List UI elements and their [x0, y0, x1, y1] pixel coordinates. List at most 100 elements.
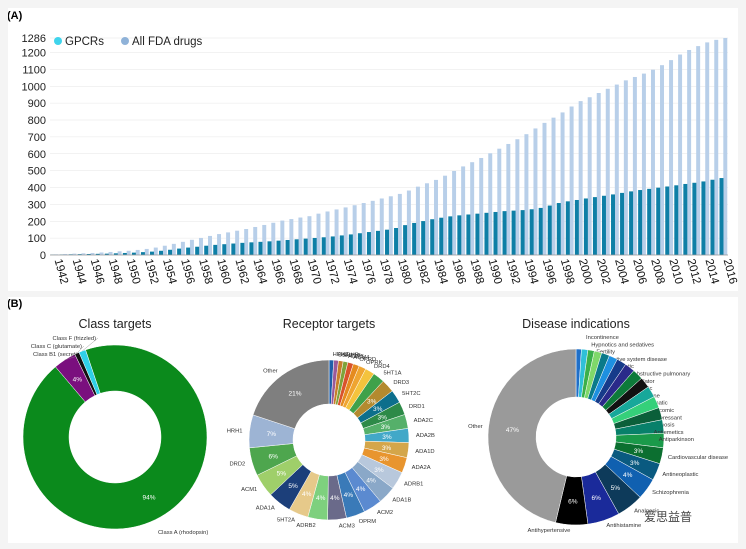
bar-all-fda-drugs: [144, 248, 149, 255]
donut-charts: (B) Class targets 94% Class A (rhodopsin) 4…: [8, 298, 728, 536]
bar-all-fda-drugs: [596, 93, 601, 255]
bar-gpcrs: [375, 230, 380, 255]
bar-all-fda-drugs: [479, 157, 484, 255]
slice-label: Antiparkinson: [659, 437, 694, 443]
slice-percent-label: 7%: [267, 431, 277, 438]
bar-all-fda-drugs: [171, 243, 176, 255]
y-tick-label: 1000: [22, 81, 46, 93]
slice-percent-label: 3%: [382, 434, 392, 441]
leader-line: [82, 337, 99, 352]
x-tick-label: 1994: [522, 258, 540, 286]
bar-gpcrs: [421, 221, 426, 255]
slice-label: ADA1B: [392, 497, 411, 503]
bar-gpcrs: [294, 239, 299, 255]
bar-gpcrs: [466, 214, 471, 255]
slice-label: Antineoplastic: [662, 472, 698, 478]
bar-all-fda-drugs: [660, 65, 664, 255]
bar-gpcrs: [403, 225, 408, 255]
bar-all-fda-drugs: [280, 220, 285, 255]
legend-marker: [54, 37, 62, 45]
donut-title: Class targets: [79, 317, 152, 331]
bar-all-fda-drugs: [117, 251, 122, 255]
slice-percent-label: 4%: [316, 495, 326, 502]
x-tick-label: 1986: [449, 258, 467, 286]
slice-label: OPRD: [359, 357, 376, 363]
class-targets-donut: Class targets 94% Class A (rhodopsin) 4% Cla…: [22, 317, 208, 536]
bar-all-fda-drugs: [244, 229, 249, 255]
bar-gpcrs: [439, 217, 444, 255]
slice-label: Class C (glutamate): [31, 344, 82, 350]
bar-all-fda-drugs: [714, 39, 719, 256]
slice-percent-label: 94%: [142, 495, 155, 502]
bar-all-fda-drugs: [307, 216, 312, 255]
bar-gpcrs: [701, 181, 706, 255]
bar-all-fda-drugs: [316, 213, 321, 255]
slice-percent-label: 3%: [378, 414, 388, 421]
slice-label: Antidepressant: [643, 415, 682, 421]
bar-all-fda-drugs: [262, 224, 267, 255]
bar-all-fda-drugs: [497, 148, 502, 255]
slice-label: Antihistamine: [606, 523, 641, 529]
bar-gpcrs: [457, 215, 462, 255]
y-tick-label: 700: [28, 132, 46, 144]
slice-percent-label: 3%: [379, 456, 389, 463]
y-tick-label: 600: [28, 149, 46, 161]
bar-gpcrs: [231, 243, 236, 255]
slice-label: Other: [468, 424, 483, 430]
bar-gpcrs: [240, 242, 245, 255]
slice-label: ADA2A: [412, 465, 431, 471]
bar-all-fda-drugs: [650, 69, 655, 255]
bar-gpcrs: [520, 210, 525, 255]
bar-all-fda-drugs: [461, 166, 466, 255]
y-tick-label: 900: [28, 98, 46, 110]
bar-all-fda-drugs: [614, 84, 619, 255]
bar-gpcrs: [484, 212, 489, 255]
bar-gpcrs: [529, 209, 534, 255]
x-tick-label: 1996: [540, 258, 558, 286]
watermark-text: 爱思益普: [644, 510, 692, 524]
bar-gpcrs: [385, 229, 389, 255]
x-tick-label: 2006: [630, 258, 648, 286]
x-tick-label: 1960: [214, 258, 232, 286]
bar-all-fda-drugs: [723, 38, 728, 255]
slice-label: ADRB2: [296, 523, 315, 529]
x-tick-label: 1952: [142, 258, 160, 286]
bar-gpcrs: [692, 182, 697, 255]
slice-percent-label: 3%: [630, 460, 640, 467]
bar-gpcrs: [258, 241, 263, 255]
slice-percent-label: 5%: [288, 483, 298, 490]
bar-gpcrs: [601, 195, 606, 255]
bar-gpcrs: [611, 194, 615, 255]
y-tick-label: 0: [40, 250, 46, 262]
bar-all-fda-drugs: [388, 196, 393, 255]
slice-label: HRH2: [333, 352, 349, 358]
donut-slice: [252, 359, 330, 430]
panel-b-label: (B): [8, 298, 23, 310]
slice-label: Hypnotics and sedatives: [591, 342, 654, 348]
bar-gpcrs: [348, 234, 353, 255]
bar-gpcrs: [620, 192, 625, 255]
bar-gpcrs: [122, 252, 127, 255]
x-tick-label: 1976: [359, 258, 377, 286]
slice-label: 5HT1B: [343, 353, 361, 359]
bar-gpcrs: [502, 211, 507, 255]
slice-label: ADA1D: [415, 449, 434, 455]
bar-all-fda-drugs: [217, 234, 222, 255]
x-tick-label: 1942: [52, 258, 70, 286]
bar-all-fda-drugs: [153, 247, 158, 255]
bar-all-fda-drugs: [361, 203, 366, 255]
slice-percent-label: 3%: [367, 398, 377, 405]
bar-gpcrs: [195, 246, 200, 255]
bar-gpcrs: [330, 236, 335, 255]
legend-marker: [121, 37, 129, 45]
bar-all-fda-drugs: [515, 139, 520, 255]
donut-title: Receptor targets: [283, 317, 375, 331]
bar-gpcrs: [213, 244, 218, 255]
slice-label: OPRK: [366, 360, 383, 366]
bar-all-fda-drugs: [298, 217, 303, 255]
bar-all-fda-drugs: [641, 73, 646, 255]
bar-all-fda-drugs: [271, 222, 276, 255]
bar-gpcrs: [357, 233, 362, 255]
x-tick-label: 2000: [576, 258, 594, 286]
bar-all-fda-drugs: [623, 80, 628, 255]
